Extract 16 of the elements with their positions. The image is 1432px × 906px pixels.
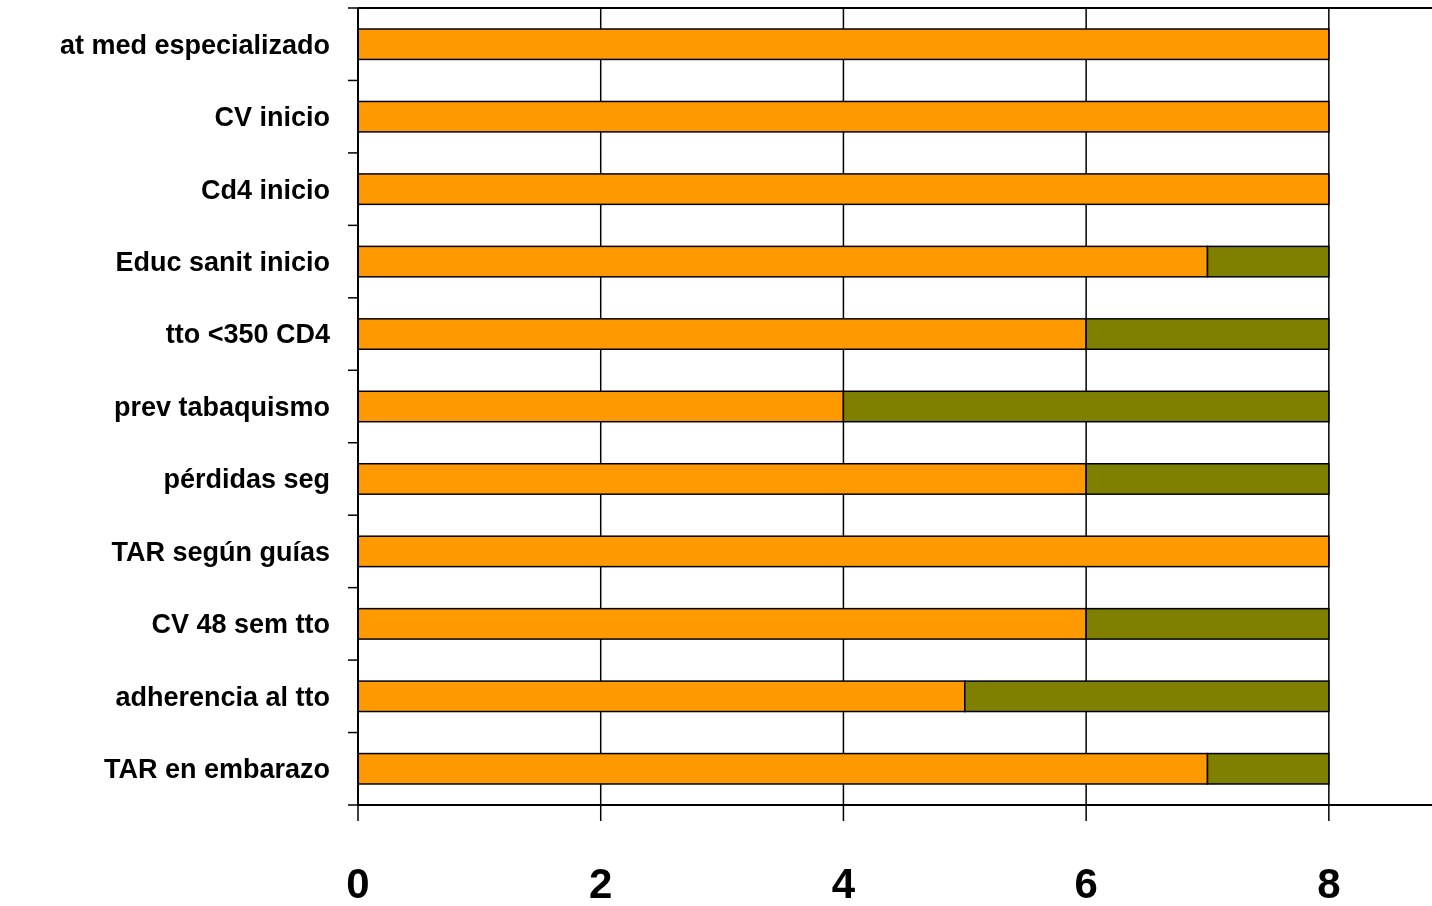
y-tick-label: tto <350 CD4 xyxy=(165,319,330,350)
y-tick-label: Cd4 inicio xyxy=(200,174,330,205)
y-tick-label: at med especializado xyxy=(59,29,330,60)
y-tick-label: TAR según guías xyxy=(111,536,330,567)
y-tick-label: TAR en embarazo xyxy=(103,754,330,785)
y-tick-label: adherencia al tto xyxy=(115,681,330,712)
y-tick-label: pérdidas seg xyxy=(163,464,330,495)
y-tick-label: Educ sanit inicio xyxy=(115,247,330,278)
x-tick-label: 4 xyxy=(831,860,856,906)
x-tick-label: 8 xyxy=(1317,860,1341,906)
x-tick-label: 2 xyxy=(589,860,613,906)
y-tick-label: CV 48 sem tto xyxy=(151,609,330,640)
y-tick-label: CV inicio xyxy=(214,102,330,133)
y-tick-label: prev tabaquismo xyxy=(113,391,330,422)
x-tick-label: 6 xyxy=(1074,860,1098,906)
x-tick-label: 0 xyxy=(346,860,370,906)
